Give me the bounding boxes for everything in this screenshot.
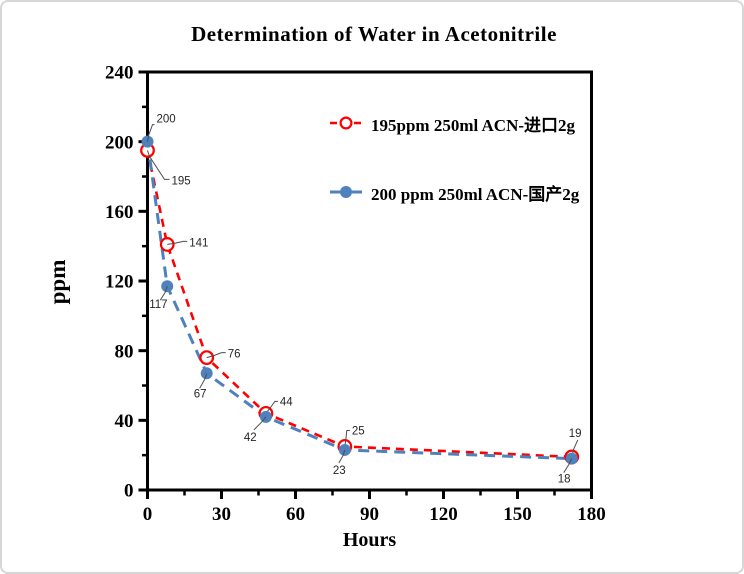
point-label-leader <box>206 352 226 359</box>
y-tick-label: 240 <box>105 63 134 84</box>
point-label-leader <box>563 458 573 473</box>
x-tick-label: 180 <box>577 504 606 525</box>
y-tick-label: 80 <box>115 341 134 362</box>
point-label-leader <box>159 286 168 301</box>
legend-entry-imported: 195ppm 250ml ACN-进口2g <box>328 112 579 135</box>
point-label-leader <box>147 150 170 180</box>
x-tick-label: 90 <box>360 504 379 525</box>
point-label: 76 <box>228 349 241 361</box>
blue-series-line <box>146 141 572 461</box>
x-tick-label: 0 <box>143 504 153 525</box>
x-tick-label: 120 <box>429 504 458 525</box>
point-label-leader <box>338 449 346 464</box>
y-tick-label: 160 <box>105 202 134 223</box>
chart-title: Determination of Water in Acetonitrile <box>191 22 557 46</box>
point-label-leader <box>167 240 188 245</box>
point-label: 19 <box>569 428 582 440</box>
point-label: 44 <box>280 396 293 408</box>
point-label-leader <box>199 373 208 389</box>
point-label: 195 <box>172 175 191 187</box>
point-label: 117 <box>149 299 167 311</box>
y-axis-label: ppm <box>45 259 70 305</box>
point-label: 25 <box>352 425 365 437</box>
point-label: 200 <box>157 114 176 126</box>
point-label-leader <box>253 416 267 431</box>
legend: 195ppm 250ml ACN-进口2g 200 ppm 250ml ACN-… <box>328 112 580 204</box>
x-tick-label: 30 <box>212 504 231 525</box>
y-tick-label: 200 <box>105 132 134 153</box>
x-axis-label: Hours <box>342 529 397 551</box>
legend-label-domestic: 200 ppm 250ml ACN-国产2g <box>371 184 580 204</box>
legend-entry-domestic: 200 ppm 250ml ACN-国产2g <box>328 181 580 204</box>
red-series-line <box>146 150 572 459</box>
x-tick-label: 150 <box>503 504 532 525</box>
point-label: 23 <box>333 465 346 477</box>
legend-marker-open-circle-icon <box>330 116 362 130</box>
point-label-leader <box>147 124 155 142</box>
point-label: 141 <box>189 237 208 249</box>
data-point-marker-open <box>199 350 215 366</box>
legend-label-imported: 195ppm 250ml ACN-进口2g <box>371 115 576 135</box>
point-label: 42 <box>244 432 257 444</box>
point-label-leader <box>265 400 278 414</box>
y-tick-label: 0 <box>124 481 134 502</box>
y-tick-label: 40 <box>115 411 134 432</box>
point-label: 18 <box>558 474 571 486</box>
legend-marker-filled-circle-icon <box>330 186 362 198</box>
y-tick-label: 120 <box>105 272 134 293</box>
x-tick-label: 60 <box>286 504 305 525</box>
point-label: 67 <box>194 388 207 400</box>
point-label-leader <box>344 429 350 447</box>
